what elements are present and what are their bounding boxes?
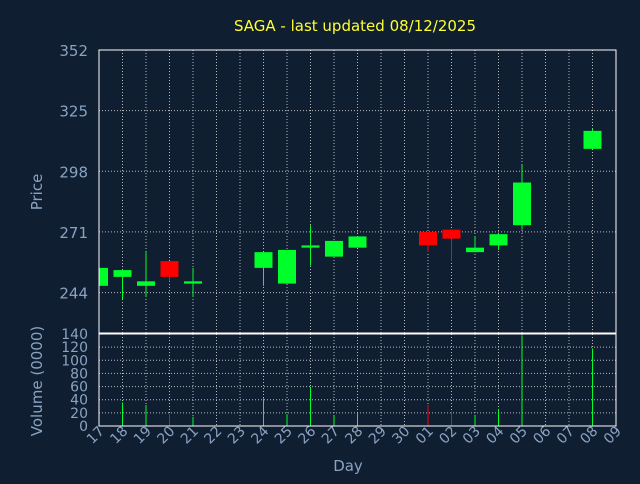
candle-body [278, 249, 296, 284]
candles [98, 128, 602, 300]
volume-axis-label: Volume (0000) [28, 326, 46, 436]
x-tick-label: 29 [366, 424, 390, 448]
x-tick-label: 06 [530, 423, 554, 447]
x-tick-label: 23 [225, 424, 249, 448]
x-axis-label: Day [333, 457, 363, 475]
price-grid [99, 49, 616, 333]
volume-tick-label: 40 [70, 393, 88, 409]
volume-tick-label: 20 [70, 406, 88, 422]
x-tick-label: 26 [295, 423, 319, 447]
volume-tick-label: 80 [70, 366, 88, 382]
volume-tick-label: 60 [70, 380, 88, 396]
price-tick-label: 325 [59, 103, 88, 121]
candle-body [513, 182, 531, 226]
price-tick-label: 271 [59, 224, 88, 242]
candle-body [254, 252, 273, 268]
volume-tick-label: 120 [61, 340, 88, 356]
x-tick-label: 20 [154, 424, 178, 448]
volume-bars [122, 335, 593, 426]
x-tick-label: 24 [248, 423, 272, 447]
x-tick-label: 07 [554, 424, 578, 448]
price-panel-frame [98, 49, 617, 334]
volume-panel-frame [98, 333, 617, 427]
x-tick-label: 21 [178, 424, 202, 448]
price-tick-label: 298 [59, 163, 88, 181]
x-tick-label: 02 [436, 424, 460, 448]
chart-title: SAGA - last updated 08/12/2025 [234, 17, 476, 35]
candle-body [419, 231, 437, 246]
price-tick-label: 244 [59, 285, 88, 303]
candle-body [160, 261, 179, 277]
x-tick-label: 25 [272, 424, 296, 448]
x-tick-label: 08 [577, 424, 601, 448]
volume-tick-label: 0 [79, 419, 88, 435]
x-tick-label: 18 [107, 424, 131, 448]
candle-body [466, 247, 484, 253]
x-tick-label: 28 [342, 424, 366, 448]
x-tick-label: 09 [601, 424, 625, 448]
candle-body [137, 281, 155, 286]
price-tick-label: 352 [59, 42, 88, 60]
x-tick-label: 27 [319, 424, 343, 448]
x-tick-label: 03 [460, 424, 484, 448]
x-tick-label: 04 [483, 423, 507, 447]
price-axis-label: Price [28, 174, 46, 211]
x-tick-label: 01 [413, 424, 437, 448]
candle-body [301, 245, 320, 248]
candle-body [442, 229, 461, 239]
candle-body [489, 234, 508, 246]
candle-body [583, 130, 602, 149]
x-tick-label: 30 [389, 424, 413, 448]
x-tick-label: 22 [201, 424, 225, 448]
candle-body [325, 240, 343, 257]
volume-grid [99, 333, 616, 427]
candle-body [99, 267, 108, 286]
volume-tick-label: 100 [61, 353, 88, 369]
volume-tick-label: 140 [61, 327, 88, 343]
candle-body [113, 270, 132, 277]
candle-body [184, 281, 202, 284]
x-tick-label: 05 [507, 424, 531, 448]
candle-body [348, 236, 367, 248]
x-tick-label: 19 [131, 424, 155, 448]
